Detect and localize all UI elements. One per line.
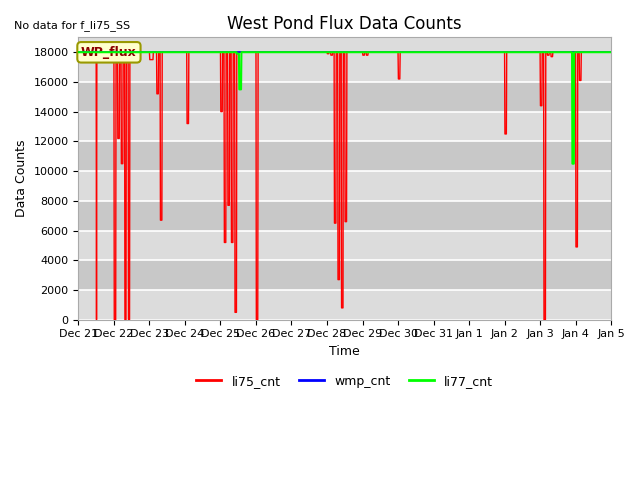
Bar: [79, 260, 611, 290]
Text: No data for f_li75_SS: No data for f_li75_SS: [15, 20, 131, 31]
Bar: [79, 290, 611, 320]
Legend: li75_cnt, wmp_cnt, li77_cnt: li75_cnt, wmp_cnt, li77_cnt: [191, 370, 498, 393]
Title: West Pond Flux Data Counts: West Pond Flux Data Counts: [227, 15, 462, 33]
Bar: [79, 82, 611, 112]
Bar: [79, 201, 611, 230]
Bar: [79, 142, 611, 171]
Y-axis label: Data Counts: Data Counts: [15, 140, 28, 217]
Bar: [79, 112, 611, 142]
X-axis label: Time: Time: [330, 345, 360, 358]
Bar: [79, 52, 611, 82]
Text: WP_flux: WP_flux: [81, 46, 137, 59]
Bar: [79, 230, 611, 260]
Bar: [79, 171, 611, 201]
